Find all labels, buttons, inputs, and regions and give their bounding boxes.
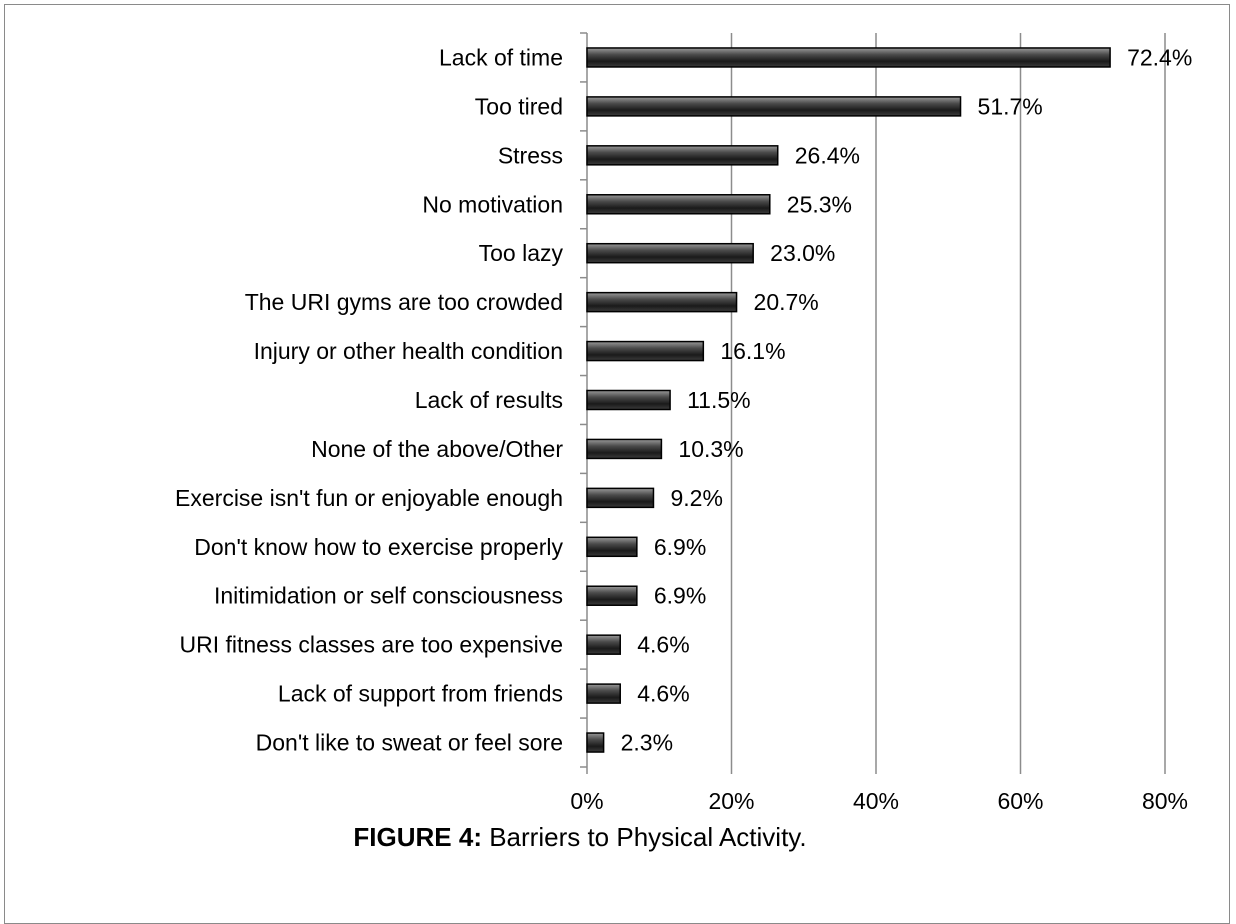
value-label: 72.4% bbox=[1127, 44, 1192, 70]
category-label: Lack of time bbox=[439, 44, 563, 70]
bar bbox=[586, 683, 621, 704]
bar bbox=[586, 585, 638, 606]
x-tick-label: 20% bbox=[708, 788, 754, 814]
bar bbox=[586, 438, 663, 460]
category-label: Stress bbox=[498, 142, 563, 168]
value-label: 23.0% bbox=[770, 240, 835, 266]
category-label: Exercise isn't fun or enjoyable enough bbox=[175, 485, 563, 511]
category-label: Too lazy bbox=[479, 240, 564, 266]
bar bbox=[586, 487, 655, 509]
x-tick-label: 0% bbox=[570, 788, 603, 814]
value-label: 2.3% bbox=[621, 730, 673, 756]
value-label: 16.1% bbox=[720, 338, 785, 364]
x-tick-label: 80% bbox=[1142, 788, 1188, 814]
value-label: 6.9% bbox=[654, 583, 706, 609]
bar bbox=[586, 194, 771, 215]
category-label: No motivation bbox=[422, 191, 563, 217]
x-tick-labels: 0% 20% 40% 60% 80% bbox=[570, 788, 1188, 814]
value-label: 11.5% bbox=[687, 387, 751, 413]
value-label: 9.2% bbox=[670, 485, 722, 511]
category-label: None of the above/Other bbox=[311, 436, 563, 462]
category-label: Lack of results bbox=[415, 387, 563, 413]
category-label: Too tired bbox=[475, 93, 563, 119]
figure-caption: FIGURE 4: Barriers to Physical Activity. bbox=[0, 822, 1160, 853]
category-label: Initimidation or self consciousness bbox=[214, 583, 563, 609]
value-label: 51.7% bbox=[978, 93, 1043, 119]
bar bbox=[586, 389, 671, 411]
bar bbox=[586, 536, 638, 558]
value-label: 26.4% bbox=[795, 142, 860, 168]
value-label: 20.7% bbox=[754, 289, 819, 315]
caption-label: FIGURE 4: bbox=[353, 822, 482, 852]
category-label: Don't know how to exercise properly bbox=[194, 534, 563, 560]
bar bbox=[586, 96, 962, 117]
bar bbox=[586, 47, 1111, 68]
bar bbox=[586, 634, 621, 655]
bar bbox=[586, 340, 705, 362]
value-label: 4.6% bbox=[637, 632, 689, 658]
bar bbox=[586, 291, 738, 313]
value-label: 6.9% bbox=[654, 534, 706, 560]
value-label: 25.3% bbox=[787, 191, 852, 217]
category-label: Injury or other health condition bbox=[254, 338, 563, 364]
value-labels: 72.4% 51.7% 26.4% 25.3% 23.0% 20.7% 16.1% 11.5%… bbox=[621, 44, 1193, 755]
bar bbox=[586, 242, 754, 264]
bar bbox=[586, 732, 605, 753]
caption-text: Barriers to Physical Activity. bbox=[481, 822, 807, 852]
x-tick-label: 60% bbox=[997, 788, 1043, 814]
bars bbox=[586, 47, 1111, 753]
category-label: The URI gyms are too crowded bbox=[245, 289, 563, 315]
category-label: Lack of support from friends bbox=[278, 681, 563, 707]
category-label: Don't like to sweat or feel sore bbox=[256, 730, 563, 756]
category-labels: Lack of time Too tired Stress No motivation… bbox=[175, 44, 563, 755]
x-tick-label: 40% bbox=[853, 788, 899, 814]
bar bbox=[586, 145, 779, 166]
category-label: URI fitness classes are too expensive bbox=[179, 632, 563, 658]
value-label: 10.3% bbox=[678, 436, 743, 462]
value-label: 4.6% bbox=[637, 681, 689, 707]
